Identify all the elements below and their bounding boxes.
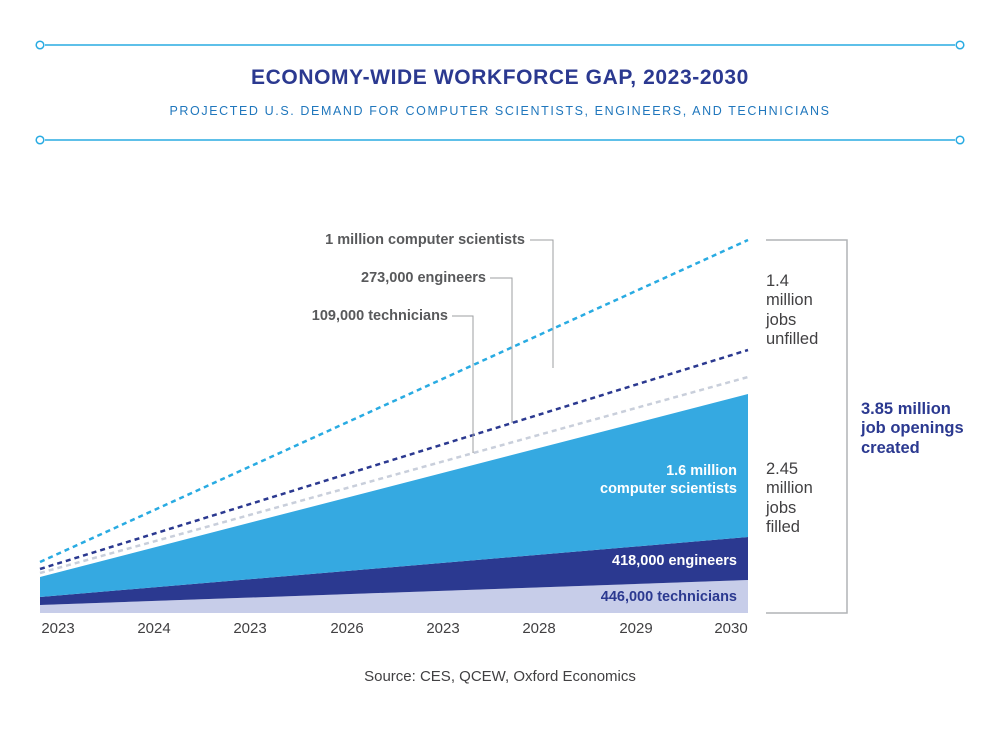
area-label-computer-scientists: 1.6 million computer scientists bbox=[600, 463, 737, 498]
annotation-jobs-unfilled: 1.4 million jobs unfilled bbox=[766, 272, 818, 350]
rule-endpoint-circle bbox=[35, 135, 45, 145]
annotation-line: jobs bbox=[766, 310, 797, 329]
dashed-line-technicians-unfilled bbox=[39, 375, 749, 575]
area-label-technicians: 446,000 technicians bbox=[600, 589, 737, 605]
callout-connector-engineers bbox=[490, 277, 513, 423]
area-engineers-filled bbox=[40, 537, 748, 605]
callout-connector-technicians bbox=[452, 315, 474, 453]
x-tick: 2023 bbox=[41, 620, 75, 637]
rule-endpoint-circle bbox=[955, 135, 965, 145]
callout-label-computer-scientists: 1 million computer scientists bbox=[325, 232, 525, 248]
callout-connector-computer-scientists bbox=[530, 239, 554, 368]
area-label-engineers: 418,000 engineers bbox=[612, 553, 737, 569]
x-tick: 2023 bbox=[233, 620, 267, 637]
area-label-line: 1.6 million bbox=[666, 463, 737, 479]
annotation-line: 1.4 bbox=[766, 272, 789, 290]
total-bracket bbox=[766, 239, 848, 614]
x-tick: 2030 bbox=[714, 620, 748, 637]
area-computer-scientists-filled bbox=[40, 394, 748, 597]
annotation-line: filled bbox=[766, 518, 800, 537]
page-title: ECONOMY-WIDE WORKFORCE GAP, 2023-2030 bbox=[251, 66, 749, 89]
x-tick: 2029 bbox=[619, 620, 653, 637]
area-technicians-filled bbox=[40, 580, 748, 613]
x-tick: 2024 bbox=[137, 620, 171, 637]
source-attribution: Source: CES, QCEW, Oxford Economics bbox=[364, 668, 636, 685]
annotation-line: job openings bbox=[861, 419, 964, 438]
callout-label-engineers: 273,000 engineers bbox=[361, 270, 486, 286]
annotation-jobs-filled: 2.45 million jobs filled bbox=[766, 460, 813, 538]
callout-label-technicians: 109,000 technicians bbox=[311, 308, 448, 324]
annotation-line: 3.85 million bbox=[861, 400, 951, 418]
area-label-line: computer scientists bbox=[600, 480, 737, 497]
annotation-line: jobs bbox=[766, 498, 797, 517]
rule-endpoint-circle bbox=[955, 40, 965, 50]
annotation-line: million bbox=[766, 291, 813, 310]
dashed-line-computer-scientists-unfilled bbox=[39, 238, 749, 564]
annotation-line: unfilled bbox=[766, 330, 819, 349]
dashed-line-engineers-unfilled bbox=[39, 348, 749, 571]
x-tick: 2028 bbox=[522, 620, 556, 637]
page-subtitle: PROJECTED U.S. DEMAND FOR COMPUTER SCIEN… bbox=[169, 104, 831, 118]
annotation-total-openings: 3.85 million job openings created bbox=[861, 400, 964, 458]
annotation-line: million bbox=[766, 479, 813, 498]
x-tick: 2026 bbox=[330, 620, 364, 637]
rule-endpoint-circle bbox=[35, 40, 45, 50]
x-tick: 2023 bbox=[426, 620, 460, 637]
annotation-line: 2.45 bbox=[766, 460, 799, 478]
annotation-line: created bbox=[861, 438, 920, 457]
